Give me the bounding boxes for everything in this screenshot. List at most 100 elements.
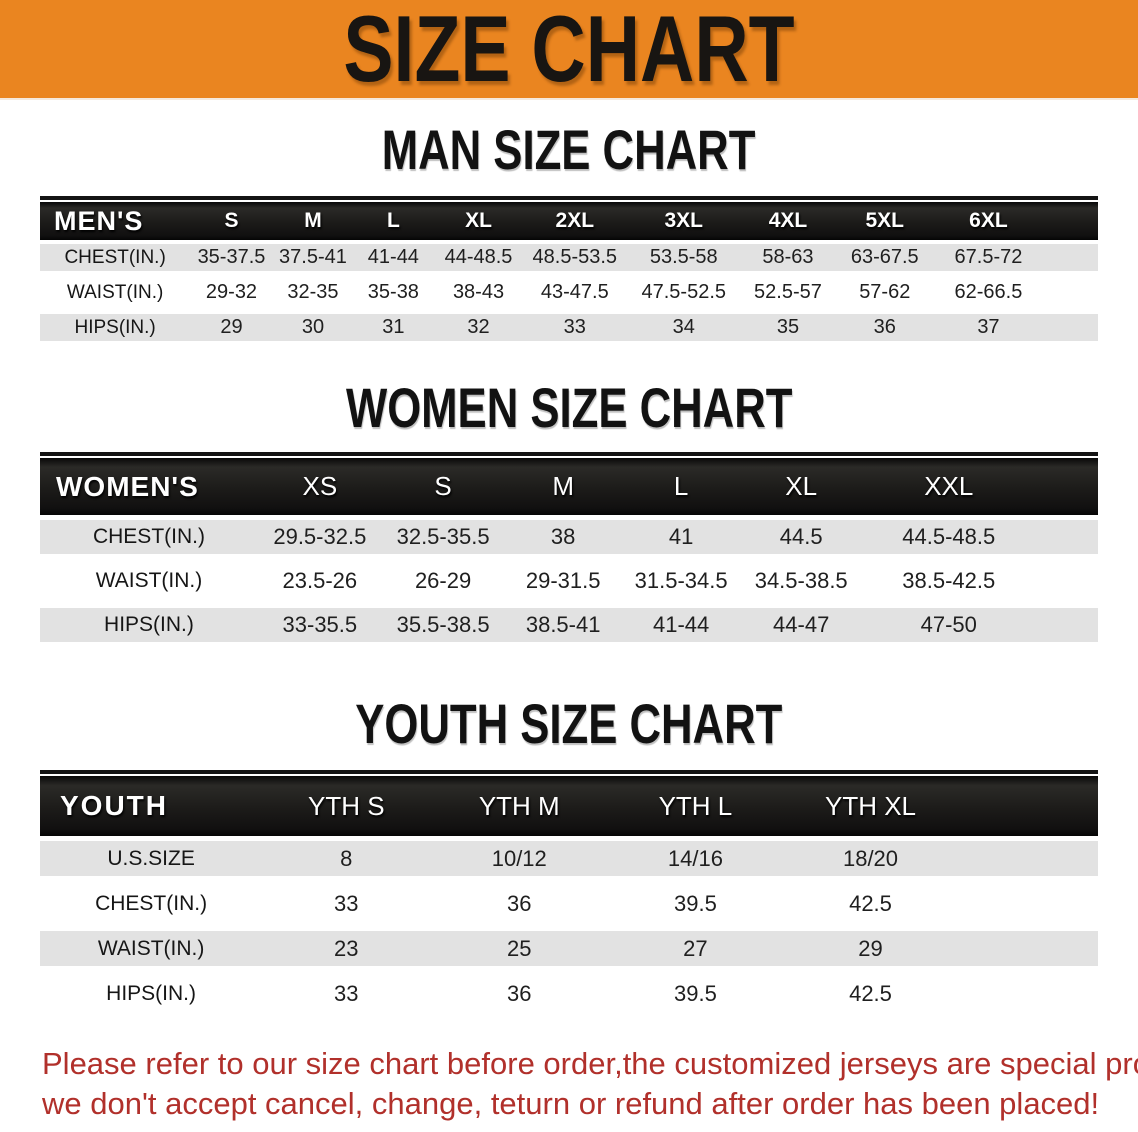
women-section-title: WOMEN SIZE CHART [0, 380, 1138, 436]
youth-table-area: YOUTH YTH S YTH M YTH L YTH XL U.S.SIZE … [40, 770, 1098, 1016]
cell: 33 [262, 971, 431, 1016]
cell: 52.5-57 [741, 275, 835, 310]
footer-note-line-1: Please refer to our size chart before or… [42, 1046, 1138, 1081]
cell: 41 [621, 515, 741, 559]
women-hips-row: HIPS(IN.) 33-35.5 35.5-38.5 38.5-41 41-4… [40, 603, 1098, 647]
cell: 39.5 [608, 881, 783, 926]
col-header: 2XL [523, 202, 627, 240]
row-label: WAIST(IN.) [40, 926, 263, 971]
row-label: CHEST(IN.) [40, 515, 258, 559]
col-header: 5XL [834, 202, 936, 240]
col-header: XXL [862, 458, 1036, 515]
footer-note: Please refer to our size chart before or… [42, 1044, 1138, 1124]
col-header: XL [433, 202, 524, 240]
men-size-table: MEN'S S M L XL 2XL 3XL 4XL 5XL 6XL CHEST… [40, 202, 1098, 345]
cell: 58-63 [741, 240, 835, 275]
cell: 23.5-26 [257, 559, 382, 603]
women-waist-row: WAIST(IN.) 23.5-26 26-29 29-31.5 31.5-34… [40, 559, 1098, 603]
row-label: HIPS(IN.) [40, 310, 191, 345]
row-spacer [1035, 559, 1098, 603]
cell: 30 [272, 310, 354, 345]
cell: 18/20 [782, 836, 959, 881]
row-spacer [958, 971, 1098, 1016]
header-spacer [1041, 202, 1098, 240]
cell: 35.5-38.5 [381, 603, 505, 647]
col-header: YTH M [430, 776, 609, 836]
col-header: 4XL [741, 202, 835, 240]
cell: 43-47.5 [523, 275, 627, 310]
header-spacer [1035, 458, 1098, 515]
col-header: M [504, 458, 622, 515]
youth-table-topline [40, 770, 1098, 774]
cell: 33 [523, 310, 627, 345]
cell: 47-50 [862, 603, 1036, 647]
cell: 36 [430, 971, 609, 1016]
row-label: HIPS(IN.) [40, 603, 258, 647]
cell: 8 [262, 836, 431, 881]
youth-section-title: YOUTH SIZE CHART [0, 692, 1138, 755]
men-section-title-text: MAN SIZE CHART [382, 118, 756, 181]
row-label: WAIST(IN.) [40, 275, 191, 310]
cell: 48.5-53.5 [523, 240, 627, 275]
women-corner-label: WOMEN'S [40, 458, 258, 515]
cell: 36 [430, 881, 609, 926]
cell: 10/12 [430, 836, 609, 881]
women-chest-row: CHEST(IN.) 29.5-32.5 32.5-35.5 38 41 44.… [40, 515, 1098, 559]
cell: 25 [430, 926, 609, 971]
cell: 29.5-32.5 [257, 515, 382, 559]
men-hips-row: HIPS(IN.) 29 30 31 32 33 34 35 36 37 [40, 310, 1098, 345]
col-header: M [272, 202, 354, 240]
cell: 63-67.5 [834, 240, 936, 275]
banner-title: SIZE CHART [343, 0, 795, 101]
women-table-area: WOMEN'S XS S M L XL XXL CHEST(IN.) 29.5-… [40, 452, 1098, 647]
row-label: CHEST(IN.) [40, 240, 191, 275]
cell: 41-44 [353, 240, 434, 275]
col-header: YTH L [608, 776, 783, 836]
row-label: WAIST(IN.) [40, 559, 258, 603]
youth-header-row: YOUTH YTH S YTH M YTH L YTH XL [40, 776, 1098, 836]
cell: 42.5 [782, 881, 959, 926]
cell: 39.5 [608, 971, 783, 1016]
youth-chest-row: CHEST(IN.) 33 36 39.5 42.5 [40, 881, 1098, 926]
men-section-title: MAN SIZE CHART [0, 118, 1138, 181]
youth-hips-row: HIPS(IN.) 33 36 39.5 42.5 [40, 971, 1098, 1016]
cell: 32-35 [272, 275, 354, 310]
cell: 41-44 [621, 603, 741, 647]
row-spacer [1041, 310, 1098, 345]
men-corner-label: MEN'S [40, 202, 191, 240]
cell: 36 [834, 310, 936, 345]
row-spacer [958, 926, 1098, 971]
row-spacer [1041, 240, 1098, 275]
cell: 31.5-34.5 [621, 559, 741, 603]
cell: 29 [782, 926, 959, 971]
cell: 62-66.5 [935, 275, 1042, 310]
cell: 38 [504, 515, 622, 559]
women-size-table: WOMEN'S XS S M L XL XXL CHEST(IN.) 29.5-… [40, 458, 1098, 647]
col-header: YTH XL [782, 776, 959, 836]
cell: 37 [935, 310, 1042, 345]
cell: 33-35.5 [257, 603, 382, 647]
cell: 47.5-52.5 [626, 275, 742, 310]
youth-ussize-row: U.S.SIZE 8 10/12 14/16 18/20 [40, 836, 1098, 881]
cell: 27 [608, 926, 783, 971]
youth-waist-row: WAIST(IN.) 23 25 27 29 [40, 926, 1098, 971]
cell: 44.5-48.5 [862, 515, 1036, 559]
cell: 32 [433, 310, 524, 345]
row-label: CHEST(IN.) [40, 881, 263, 926]
youth-section-title-text: YOUTH SIZE CHART [355, 692, 783, 755]
cell: 23 [262, 926, 431, 971]
men-chest-row: CHEST(IN.) 35-37.5 37.5-41 41-44 44-48.5… [40, 240, 1098, 275]
youth-size-table: YOUTH YTH S YTH M YTH L YTH XL U.S.SIZE … [40, 776, 1098, 1016]
cell: 67.5-72 [935, 240, 1042, 275]
cell: 29 [190, 310, 273, 345]
row-spacer [1041, 275, 1098, 310]
col-header: L [353, 202, 434, 240]
col-header: L [621, 458, 741, 515]
cell: 26-29 [381, 559, 505, 603]
col-header: XL [740, 458, 863, 515]
row-spacer [958, 836, 1098, 881]
row-spacer [1035, 603, 1098, 647]
header-spacer [958, 776, 1098, 836]
men-header-row: MEN'S S M L XL 2XL 3XL 4XL 5XL 6XL [40, 202, 1098, 240]
